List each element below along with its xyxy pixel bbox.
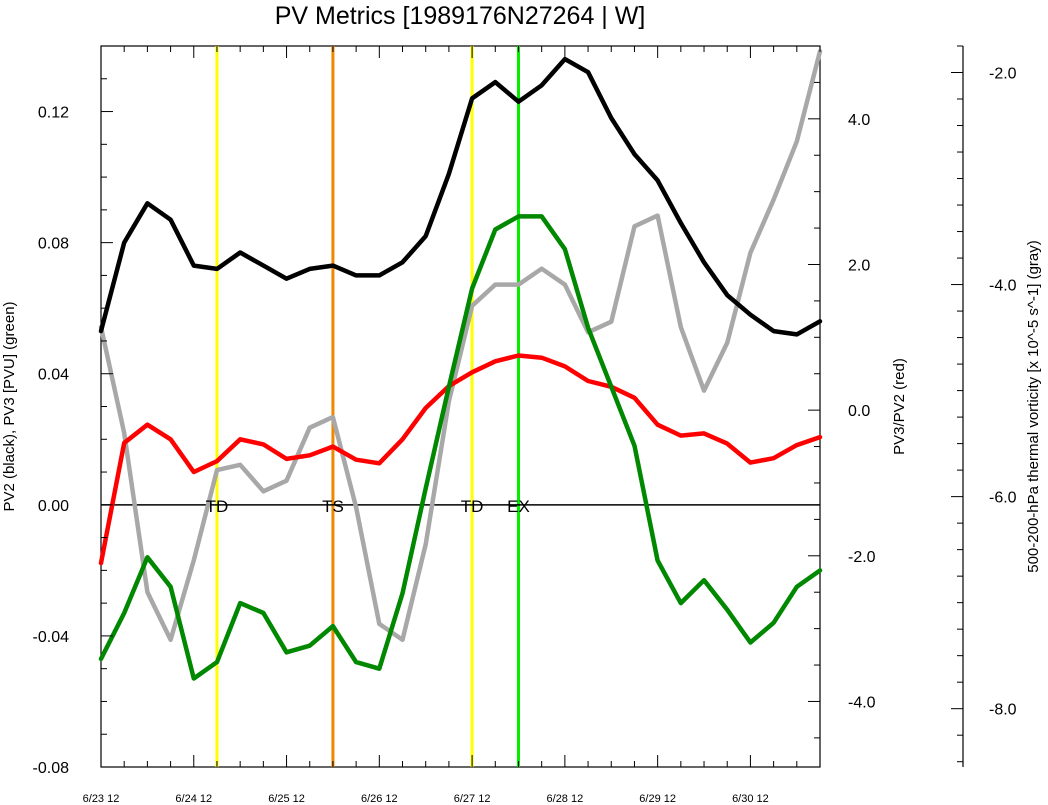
series-line-pv3 <box>98 214 823 681</box>
series-line-thermal-vorticity <box>98 49 823 643</box>
left-axis-tick-label: 0.04 <box>38 367 69 384</box>
right-axis-tick-label: -2.0 <box>848 549 876 566</box>
series-line-pv3-pv2 <box>98 353 823 566</box>
far-right-axis-tick-label: -4.0 <box>989 278 1017 295</box>
event-labels: TD TS TD EX <box>206 497 530 516</box>
event-label-td: TD <box>206 497 229 516</box>
series-lines <box>98 49 823 681</box>
x-tick-label: 6/27 12 <box>454 793 491 805</box>
x-tick-label: 6/23 12 <box>83 793 120 805</box>
left-axis-title: PV2 (black), PV3 [PVU] (green) <box>1 301 18 511</box>
plot-border <box>100 45 821 768</box>
event-label-ex: EX <box>507 497 530 516</box>
event-label-td: TD <box>461 497 484 516</box>
right-axis-tick-label: 0.0 <box>848 403 870 420</box>
left-axis-tick-label: 0.12 <box>38 105 69 122</box>
series-line-pv2 <box>98 56 823 337</box>
far-right-axis-tick-label: -2.0 <box>989 66 1017 83</box>
right-axis-tick-label: 2.0 <box>848 257 870 274</box>
far-right-axis-tick-label: -6.0 <box>989 490 1017 507</box>
far-right-axis-title: 500-200-hPa thermal vorticity [x 10^-5 s… <box>1025 240 1042 573</box>
right-axis-title: PV3/PV2 (red) <box>891 358 908 455</box>
x-tick-label: 6/25 12 <box>268 793 305 805</box>
x-tick-label: 6/24 12 <box>175 793 212 805</box>
left-axis-tick-label: 0.00 <box>38 498 69 515</box>
left-axis-tick-label: -0.08 <box>33 760 70 777</box>
x-tick-label: 6/30 12 <box>732 793 769 805</box>
left-axis-tick-label: 0.08 <box>38 236 69 253</box>
right-axis-tick-label: 4.0 <box>848 112 870 129</box>
x-tick-label: 6/29 12 <box>639 793 676 805</box>
event-lines <box>215 46 520 767</box>
right-axis-tick-label: -4.0 <box>848 694 876 711</box>
far-right-axis-tick-label: -8.0 <box>989 702 1017 719</box>
left-axis-tick-label: -0.04 <box>33 629 70 646</box>
event-label-ts: TS <box>322 497 344 516</box>
plot-frame <box>100 45 821 768</box>
axes: 6/23 12 6/24 12 6/25 12 6/26 12 6/27 12 6/28 … <box>33 45 1017 805</box>
x-tick-label: 6/28 12 <box>547 793 584 805</box>
chart-title: PV Metrics [1989176N27264 | W] <box>275 2 646 30</box>
x-tick-label: 6/26 12 <box>361 793 398 805</box>
